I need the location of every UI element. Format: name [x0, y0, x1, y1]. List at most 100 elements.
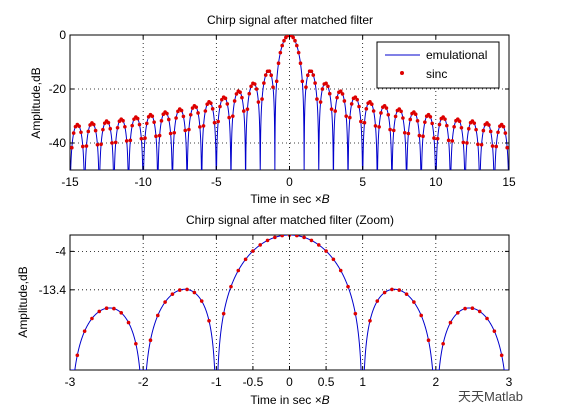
sinc-point — [101, 127, 105, 132]
y-tick-label: -20 — [49, 82, 67, 96]
sinc-point — [263, 73, 268, 77]
sinc-point — [139, 136, 144, 141]
sinc-point — [386, 112, 391, 117]
sinc-point — [188, 112, 193, 117]
sinc-point — [170, 292, 175, 296]
sinc-point — [194, 105, 199, 109]
sinc-point — [274, 79, 279, 84]
y-tick-label: 0 — [59, 28, 66, 42]
sinc-point — [207, 318, 211, 323]
sinc-point — [333, 109, 338, 113]
sinc-point — [296, 50, 301, 55]
sinc-point — [121, 118, 125, 123]
sinc-point — [445, 123, 449, 128]
sinc-point — [218, 104, 222, 109]
bottom-y-axis-label: Amplitude,dB — [16, 266, 30, 337]
sinc-point — [252, 82, 257, 86]
sinc-point — [271, 85, 275, 89]
legend: emulational sinc — [376, 41, 500, 89]
sinc-point — [238, 90, 242, 95]
sinc-point — [254, 87, 259, 91]
sinc-point — [247, 91, 252, 96]
sinc-point — [177, 288, 182, 292]
sinc-point — [245, 107, 250, 111]
bottom-grid — [70, 235, 509, 370]
sinc-point — [291, 35, 295, 40]
sinc-point — [459, 125, 464, 130]
sinc-point — [455, 311, 460, 315]
x-tick-label: -10 — [134, 175, 152, 189]
sinc-point — [183, 128, 188, 133]
bottom-series — [70, 235, 509, 370]
sinc-point — [273, 235, 277, 240]
bottom-chart-title: Chirp signal after matched filter (Zoom) — [186, 213, 394, 227]
series-dots-sinc — [75, 235, 504, 358]
x-tick-label: 3 — [506, 375, 513, 389]
sinc-point — [481, 128, 486, 133]
sinc-point — [99, 142, 103, 147]
sinc-point — [318, 100, 323, 104]
bottom-ticks: -3 -2 -1 -0.5 0 0.5 1 2 3 -4 -13.4 — [39, 235, 513, 389]
sinc-point — [304, 85, 308, 89]
y-tick-label: -40 — [49, 136, 67, 150]
sinc-point — [231, 114, 235, 118]
sinc-point — [402, 130, 407, 135]
sinc-point — [450, 139, 455, 143]
sinc-point — [143, 136, 147, 140]
sinc-point — [258, 243, 263, 247]
sinc-point — [375, 299, 380, 303]
sinc-point — [251, 249, 255, 253]
top-y-axis-label: Amplitude,dB — [29, 67, 43, 138]
sinc-point — [115, 125, 120, 130]
sinc-point — [260, 97, 264, 101]
sinc-point — [421, 134, 425, 139]
sinc-point — [331, 257, 336, 262]
x-tick-label: 2 — [432, 375, 439, 389]
sinc-point — [198, 125, 202, 129]
sinc-point — [423, 120, 427, 124]
sinc-point — [348, 115, 352, 120]
sinc-point — [382, 290, 387, 295]
x-tick-label: 0 — [286, 175, 293, 189]
sinc-point — [187, 127, 191, 132]
bottom-chart: -3 -2 -1 -0.5 0 0.5 1 2 3 -4 -13.4 Chirp signal af… — [16, 213, 513, 407]
sinc-point — [316, 243, 321, 247]
sinc-point — [241, 109, 246, 113]
sinc-point — [265, 238, 270, 243]
sinc-point — [309, 238, 314, 243]
sinc-point — [487, 123, 491, 127]
sinc-point — [71, 131, 76, 135]
sinc-point — [298, 61, 303, 66]
sinc-point — [474, 127, 478, 132]
sinc-point — [179, 108, 184, 113]
sinc-point — [199, 299, 204, 303]
sinc-point — [435, 136, 440, 141]
sinc-point — [166, 117, 171, 122]
sinc-point — [503, 131, 508, 135]
sinc-point — [390, 287, 394, 292]
sinc-point — [165, 111, 169, 116]
sinc-point — [488, 129, 493, 134]
sinc-point — [110, 141, 114, 145]
sinc-point — [159, 119, 164, 123]
sinc-point — [77, 124, 81, 129]
sinc-point — [137, 122, 142, 127]
sinc-point — [340, 92, 345, 96]
sinc-point — [249, 84, 253, 89]
sinc-point — [430, 121, 434, 126]
top-x-axis-label: Time in sec ×B — [250, 192, 329, 206]
sinc-point — [192, 290, 197, 295]
sinc-point — [370, 102, 374, 107]
x-tick-label: -1 — [211, 375, 222, 389]
sinc-point — [84, 144, 89, 148]
legend-entry-sinc: sinc — [426, 67, 447, 81]
sinc-point — [505, 145, 509, 150]
sinc-point — [432, 136, 436, 140]
sinc-point — [232, 99, 237, 103]
sinc-point — [295, 235, 299, 238]
sinc-point — [203, 109, 208, 113]
legend-entry-emulational: emulational — [426, 48, 487, 62]
sinc-point — [269, 73, 274, 78]
sinc-point — [406, 131, 411, 136]
sinc-point — [93, 128, 98, 133]
